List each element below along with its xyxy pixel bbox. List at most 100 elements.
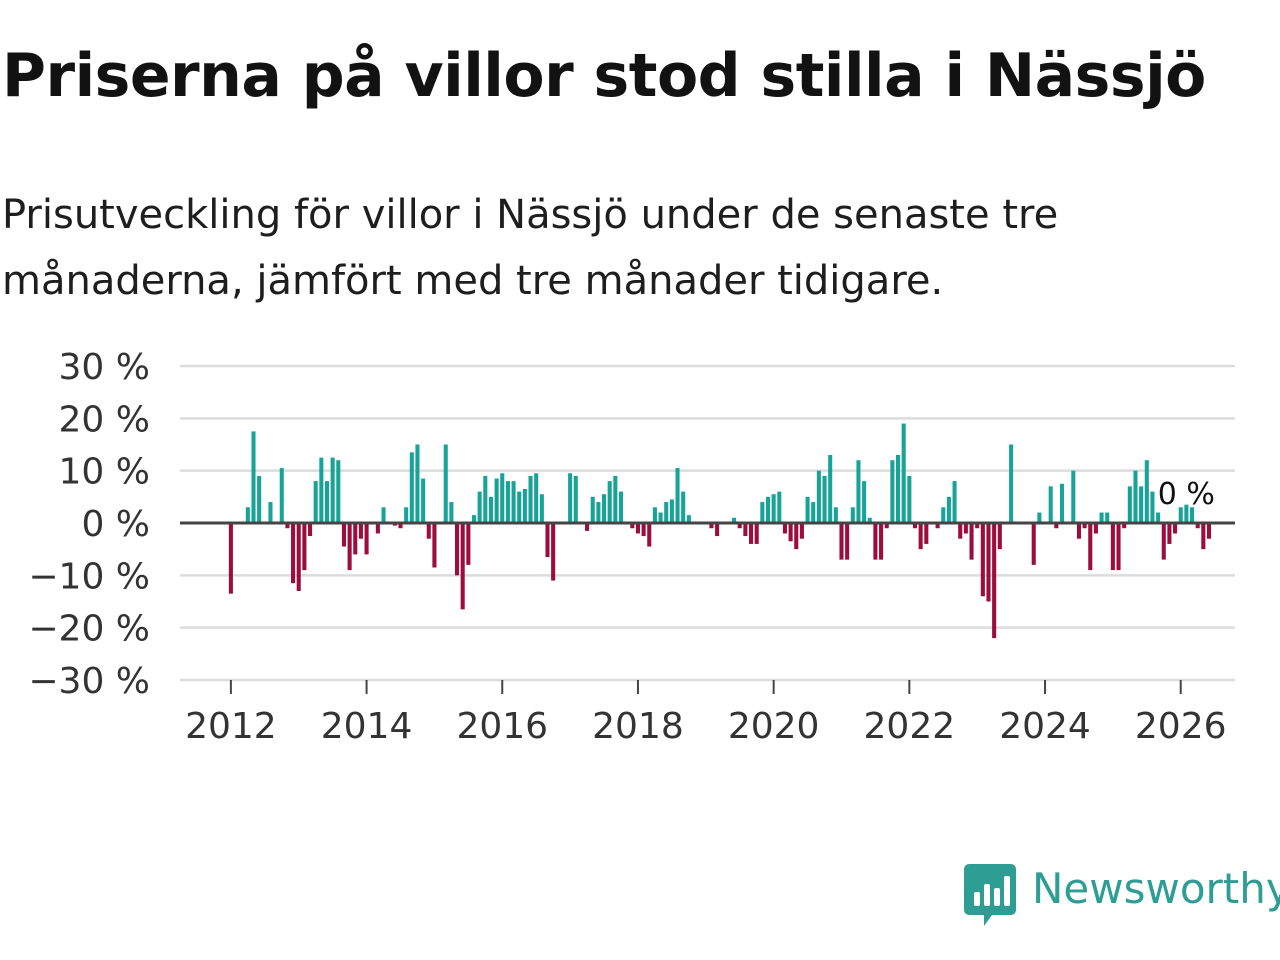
bar <box>862 481 867 523</box>
bar <box>918 523 923 550</box>
bar <box>737 523 742 529</box>
bar <box>732 517 737 523</box>
bar <box>771 494 776 523</box>
bar <box>415 444 420 523</box>
bar <box>1105 512 1110 523</box>
bar <box>811 502 816 523</box>
bar <box>901 423 906 523</box>
page-title: Priserna på villor stod stilla i Nässjö <box>2 41 1206 111</box>
bar <box>296 523 301 592</box>
page-subtitle: Prisutveckling för villor i Nässjö under… <box>2 192 1059 304</box>
bar <box>754 523 759 544</box>
bar <box>969 523 974 560</box>
bar <box>630 523 635 529</box>
bar <box>641 523 646 537</box>
bar <box>1054 523 1059 529</box>
bar <box>511 481 516 523</box>
bar <box>765 496 771 523</box>
bar <box>279 468 284 523</box>
bar <box>890 460 895 523</box>
bar <box>946 496 951 523</box>
bar <box>997 523 1002 550</box>
bar <box>443 444 448 523</box>
bar <box>924 523 929 544</box>
bar <box>1150 491 1155 523</box>
bar <box>1144 460 1149 523</box>
bar <box>1059 483 1065 523</box>
x-tick-label: 2018 <box>592 706 684 747</box>
bar <box>228 523 233 594</box>
bar <box>816 470 821 523</box>
bar <box>1048 486 1053 523</box>
bar <box>1195 523 1200 529</box>
bar <box>449 502 454 523</box>
bar <box>313 481 318 523</box>
bar <box>681 491 686 523</box>
bar <box>534 473 539 523</box>
bar <box>1009 444 1014 523</box>
bar <box>1206 523 1212 539</box>
bar <box>709 523 714 529</box>
bar <box>828 454 833 523</box>
bar <box>1173 523 1178 534</box>
bar <box>268 502 273 523</box>
bar <box>907 475 912 523</box>
latest-value-annotation: 0 % <box>1158 477 1215 512</box>
bar <box>421 478 426 523</box>
bar <box>602 494 607 523</box>
bar <box>1031 523 1036 565</box>
x-axis-ticks: 2012 2014 2016 2018 2020 2022 2024 2026 <box>185 680 1227 747</box>
x-tick-label: 2024 <box>999 706 1091 747</box>
bar <box>291 523 296 584</box>
bar <box>245 507 250 523</box>
bar <box>455 523 460 576</box>
bar <box>528 475 533 523</box>
y-tick-label: 30 % <box>59 347 150 388</box>
y-axis-tick-labels: 30 % 20 % 10 % 0 % −10 % −20 % −30 % <box>28 347 150 702</box>
bar <box>1184 504 1189 523</box>
bar <box>404 507 409 523</box>
bar <box>568 473 573 523</box>
bar <box>607 481 612 523</box>
bar <box>760 502 765 523</box>
bar <box>477 491 482 523</box>
bar <box>850 507 855 523</box>
bar <box>1139 486 1144 523</box>
bar <box>1037 512 1042 523</box>
x-tick-label: 2026 <box>1135 706 1227 747</box>
bar <box>545 523 550 558</box>
bar <box>466 523 471 565</box>
bar <box>647 523 652 547</box>
bar <box>856 460 861 523</box>
bar <box>483 475 488 523</box>
bar <box>573 475 578 523</box>
bar <box>675 468 680 523</box>
annotation-layer: 0 % <box>1158 477 1215 512</box>
y-tick-label: −30 % <box>28 661 150 702</box>
bar <box>912 523 918 529</box>
bar <box>336 460 341 523</box>
bar <box>505 481 510 523</box>
brand-logo: Newsworthy <box>964 862 1280 932</box>
bar <box>1156 512 1161 523</box>
bar <box>285 523 290 529</box>
bar <box>375 523 380 534</box>
brand-name: Newsworthy <box>1032 864 1280 913</box>
bar <box>958 523 963 539</box>
x-tick-label: 2022 <box>864 706 956 747</box>
bar <box>941 507 946 523</box>
bar <box>324 481 330 523</box>
bar <box>522 488 527 523</box>
y-tick-label: −20 % <box>28 609 150 650</box>
bar <box>596 502 601 523</box>
bar <box>715 523 720 537</box>
bar <box>1088 523 1093 571</box>
bar <box>358 523 363 539</box>
bar <box>896 454 901 523</box>
x-tick-label: 2012 <box>185 706 277 747</box>
x-tick-label: 2016 <box>456 706 548 747</box>
bar <box>308 523 313 537</box>
bar <box>658 512 663 523</box>
bar <box>585 523 590 531</box>
bar <box>319 457 324 523</box>
